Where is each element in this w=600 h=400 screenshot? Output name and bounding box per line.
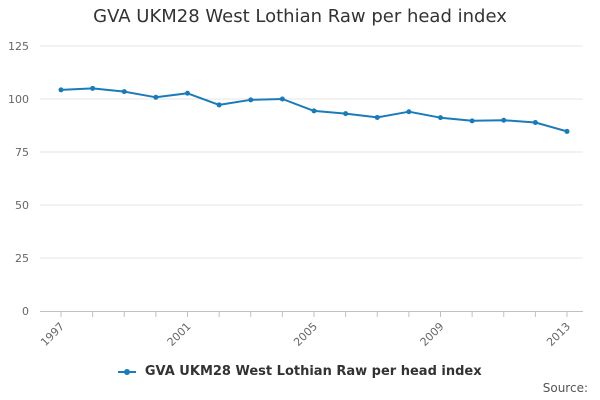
data-point: [121, 89, 127, 95]
data-point: [501, 117, 507, 123]
x-tick-label: 1997: [38, 320, 67, 349]
data-point: [216, 102, 222, 108]
source-label: Source:: [542, 381, 588, 395]
grid-lines: [40, 45, 583, 259]
legend-label: GVA UKM28 West Lothian Raw per head inde…: [144, 364, 482, 379]
y-tick-label: 25: [15, 252, 29, 265]
series-layer: [58, 85, 570, 134]
y-tick-label: 0: [22, 305, 29, 318]
legend-marker: [118, 367, 137, 377]
data-point: [153, 94, 159, 100]
data-point: [469, 118, 475, 124]
data-point: [58, 87, 64, 93]
data-point: [311, 108, 317, 114]
data-point: [532, 120, 538, 126]
data-point: [279, 96, 285, 102]
data-point: [406, 109, 412, 115]
data-point: [438, 115, 443, 121]
y-tick-label: 100: [8, 93, 29, 106]
chart-title: GVA UKM28 West Lothian Raw per head inde…: [93, 6, 507, 27]
y-tick-label: 75: [15, 146, 29, 159]
data-point: [185, 90, 190, 96]
data-point: [90, 85, 96, 91]
legend[interactable]: GVA UKM28 West Lothian Raw per head inde…: [0, 364, 600, 379]
data-point: [248, 97, 254, 103]
y-tick-label: 50: [15, 199, 29, 212]
x-tick-label: 2009: [418, 320, 447, 349]
y-axis-ticks: 0 25 50 75 100 125: [8, 40, 29, 318]
data-point: [564, 128, 570, 134]
data-point: [374, 114, 380, 120]
x-axis-ticks: 1997 2001 2005 2009 2013: [38, 320, 573, 349]
x-tick-label: 2013: [544, 320, 573, 349]
x-tick-label: 2005: [291, 320, 320, 349]
y-tick-label: 125: [8, 40, 29, 53]
data-point: [343, 111, 349, 117]
x-axis: [40, 311, 583, 317]
x-tick-label: 2001: [165, 320, 194, 349]
